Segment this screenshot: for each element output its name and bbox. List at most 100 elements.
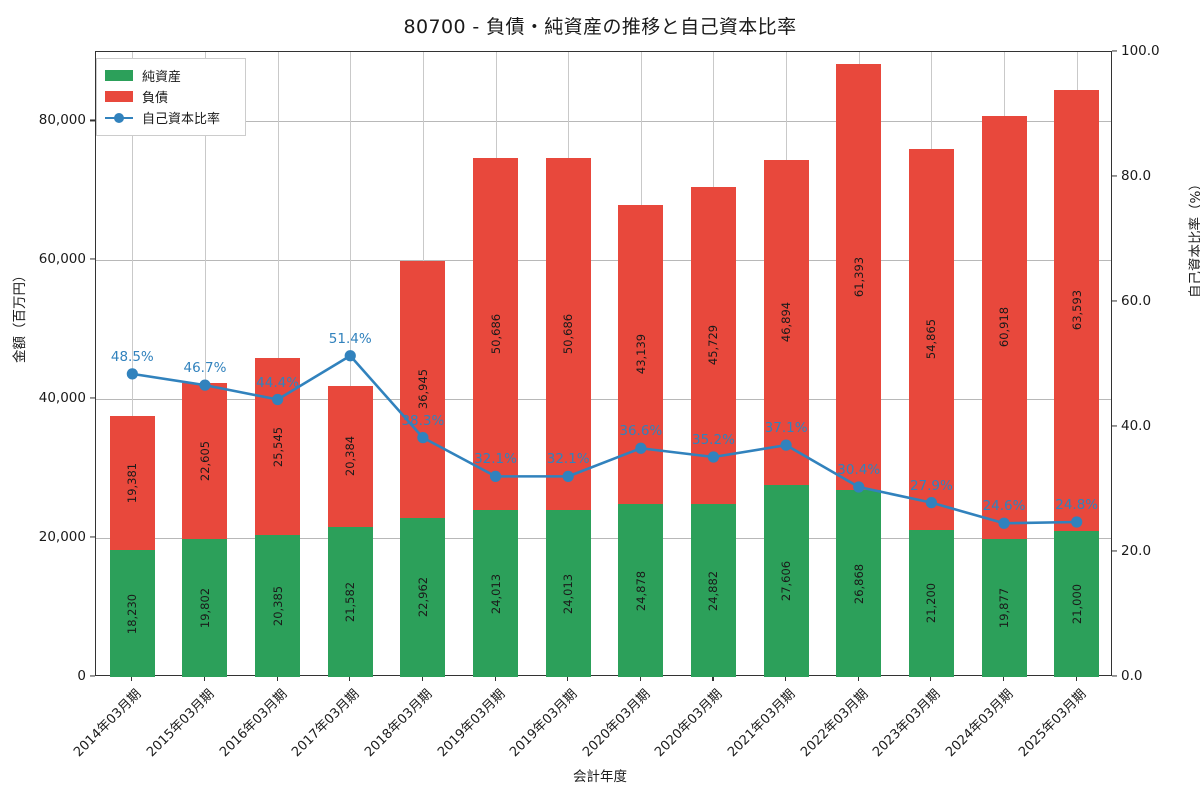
gridline-horizontal (96, 399, 1111, 401)
ratio-data-point (199, 379, 211, 391)
x-axis-tick-mark (639, 676, 641, 681)
x-axis-tick-label: 2021年03月期 (725, 686, 799, 761)
bar-segment-liabilities (908, 148, 954, 530)
y-axis-tick-right: 100.0 (1121, 43, 1160, 59)
y-axis-tick-right: 0.0 (1121, 668, 1143, 684)
ratio-data-point (707, 451, 720, 463)
plot-area: 18,230 19,381 19,802 22,605 20,385 25,545 21,5… (95, 51, 1112, 677)
ratio-data-point (417, 432, 429, 444)
bar-segment-liabilities (981, 115, 1027, 539)
gridline-horizontal (96, 260, 1111, 262)
bar-segment-liabilities (473, 158, 519, 511)
legend-swatch-icon (105, 91, 133, 102)
y-axis-label-left: 金額（百万円） (12, 268, 28, 364)
y-axis-tick-mark-right (1112, 550, 1117, 552)
bar-segment-liabilities (400, 260, 446, 518)
y-axis-tick-right: 20.0 (1121, 543, 1152, 559)
x-axis-tick-label: 2022年03月期 (797, 686, 872, 761)
legend-item-label: 純資産 (142, 70, 182, 85)
y-axis-tick-left: 20,000 (38, 529, 86, 546)
x-axis-tick-mark (567, 676, 569, 681)
x-axis-tick-mark (930, 676, 932, 681)
y-axis-tick-mark-right (1112, 425, 1117, 427)
x-axis-tick-label: 2017年03月期 (289, 686, 363, 761)
ratio-data-point (126, 368, 138, 380)
x-axis-tick-mark (785, 676, 787, 681)
ratio-data-point (344, 350, 356, 362)
x-axis-tick-label: 2025年03月期 (1015, 686, 1090, 761)
y-axis-tick-right: 80.0 (1121, 168, 1152, 184)
ratio-data-point (998, 517, 1010, 529)
ratio-data-point (853, 481, 865, 493)
x-axis-tick-mark (203, 676, 206, 681)
bar-segment-net-assets (473, 510, 519, 677)
ratio-data-point (780, 439, 792, 451)
x-axis-tick-label: 2020年03月期 (579, 686, 654, 761)
x-axis-tick-label: 2019年03月期 (507, 686, 581, 761)
bar-segment-liabilities (255, 358, 301, 536)
bar-segment-net-assets (1054, 531, 1100, 677)
legend-item-label: 自己資本比率 (142, 112, 221, 127)
y-axis-tick-left: 40,000 (38, 390, 86, 407)
x-axis-tick-label: 2020年03月期 (652, 686, 726, 761)
y-axis-tick-mark-left (90, 258, 95, 260)
x-axis-tick-mark (1003, 676, 1005, 681)
chart-title: 80700 - 負債・純資産の推移と自己資本比率 (403, 16, 797, 38)
bar-segment-net-assets (109, 550, 155, 677)
bar-segment-net-assets (908, 529, 954, 677)
y-axis-tick-left: 0 (77, 668, 86, 684)
gridline-vertical (204, 52, 206, 675)
y-axis-tick-mark-left (90, 675, 95, 677)
x-axis-tick-mark (712, 676, 714, 681)
y-axis-tick-mark-right (1112, 300, 1117, 302)
x-axis-tick-label: 2016年03月期 (216, 686, 291, 761)
bar-segment-liabilities (182, 382, 228, 540)
x-axis-tick-mark (349, 676, 351, 681)
x-axis-tick-label: 2014年03月期 (71, 686, 145, 761)
legend-swatch-icon (105, 70, 133, 81)
x-axis-tick-mark (276, 676, 278, 681)
ratio-data-point (1071, 516, 1083, 528)
legend-line-marker-icon (105, 112, 133, 123)
bar-segment-net-assets (255, 535, 301, 677)
x-axis-tick-mark (1075, 676, 1077, 681)
bar-segment-liabilities (1054, 89, 1100, 532)
y-axis-tick-right: 60.0 (1121, 293, 1152, 309)
x-axis-tick-label: 2019年03月期 (434, 686, 508, 761)
legend-item[interactable]: 純資産 (105, 65, 237, 86)
bar-segment-net-assets (182, 539, 228, 677)
x-axis-tick-label: 2015年03月期 (144, 686, 218, 761)
y-axis-label-right: 自己資本比率（%） (1188, 177, 1200, 298)
y-axis-tick-left: 80,000 (38, 112, 86, 129)
legend-item-label: 負債 (142, 91, 169, 106)
bar-segment-net-assets (545, 510, 591, 677)
ratio-data-point (925, 497, 937, 509)
y-axis-tick-mark-left (90, 536, 95, 538)
gridline-vertical (350, 52, 352, 675)
bar-segment-net-assets (690, 504, 736, 677)
legend-item[interactable]: 自己資本比率 (105, 107, 237, 128)
x-axis-tick-label: 2024年03月期 (943, 686, 1017, 761)
ratio-data-point (635, 442, 647, 454)
bar-segment-liabilities (836, 64, 882, 491)
bar-segment-liabilities (109, 415, 155, 551)
x-axis-tick-label: 2018年03月期 (362, 686, 436, 761)
y-axis-tick-mark-left (90, 397, 95, 399)
y-axis-tick-mark-left (90, 119, 95, 121)
bar-segment-net-assets (763, 485, 809, 677)
y-axis-tick-right: 40.0 (1121, 418, 1152, 434)
x-axis-tick-label: 2023年03月期 (870, 686, 944, 761)
bar-segment-net-assets (618, 504, 664, 677)
x-axis-tick-mark (421, 676, 423, 681)
ratio-data-point (272, 393, 284, 406)
legend-item[interactable]: 負債 (105, 86, 237, 107)
bar-segment-net-assets (400, 517, 446, 677)
bar-segment-liabilities (327, 385, 373, 528)
ratio-data-point (562, 470, 574, 482)
ratio-line-path (131, 354, 1078, 525)
gridline-horizontal (96, 538, 1111, 540)
y-axis-tick-mark-right (1112, 175, 1117, 177)
bar-segment-liabilities (690, 186, 736, 505)
bar-segment-net-assets (981, 538, 1027, 677)
